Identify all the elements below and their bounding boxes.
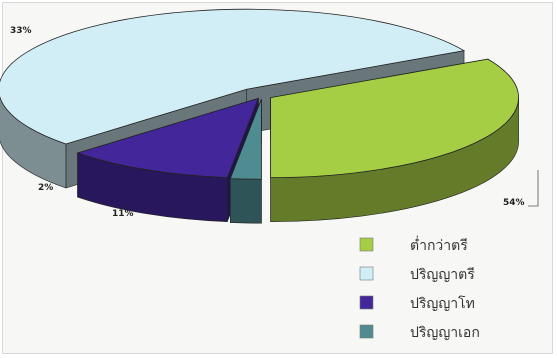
slice-4-side	[229, 178, 262, 224]
slice-1-top	[270, 58, 519, 179]
slice-label-3: 11%	[112, 209, 134, 219]
legend-swatch-1	[359, 237, 374, 252]
slice-label-1: 33%	[10, 26, 32, 36]
legend-label-2: ปริญญาตรี	[410, 267, 475, 283]
slice-4-top	[229, 99, 262, 180]
slice-label-2: 54%	[503, 198, 525, 208]
slice-leader-2	[528, 170, 539, 207]
pie-slices	[0, 8, 519, 180]
slice-label-4: 2%	[38, 183, 53, 193]
legend-label-3: ปริญญาโท	[410, 295, 475, 312]
slice-2-top	[0, 8, 466, 145]
legend-label-4: ปริญญาเอก	[410, 325, 480, 341]
legend-label-1: ต่ำกว่าตรี	[410, 236, 468, 254]
slice-3-top	[76, 97, 260, 179]
legend-swatch-2	[359, 266, 374, 281]
legend-swatch-4	[359, 324, 374, 339]
legend-swatch-3	[359, 295, 374, 310]
